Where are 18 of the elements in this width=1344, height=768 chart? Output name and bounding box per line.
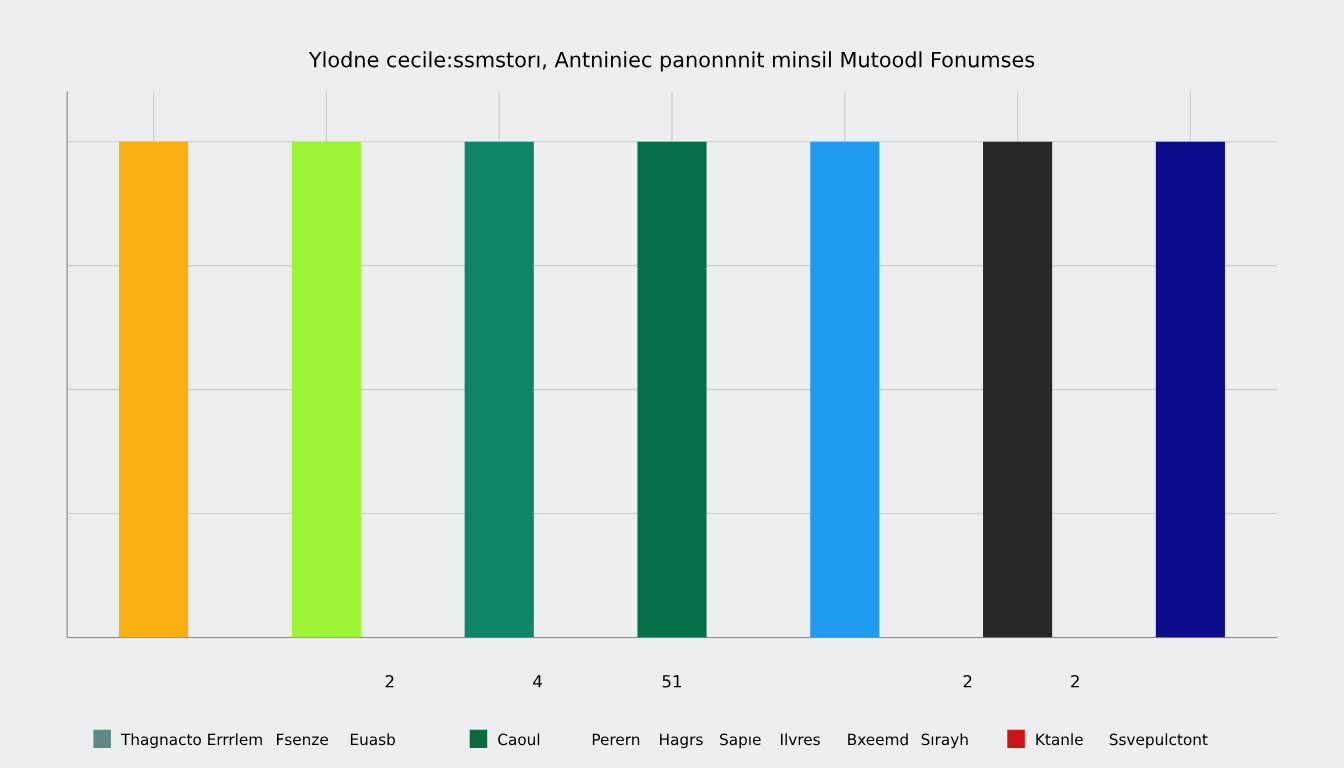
text: Hagrs — [660, 733, 703, 749]
text: Ssvepulctont — [1109, 733, 1208, 749]
text: Sapıe — [720, 733, 761, 749]
text: 2 — [963, 674, 972, 688]
text: Euasb — [350, 733, 395, 746]
text: Ilvres — [781, 733, 820, 746]
chart-title: Ylodne cecile:ssmstorı, Antniniec panonnnit minsil Mutoodl Fonumses — [308, 51, 1035, 72]
text: 51 — [662, 675, 682, 688]
text: Caoul — [498, 733, 540, 746]
text: Thagnacto Errrlem — [120, 733, 262, 749]
text: Bxeemd — [848, 733, 908, 746]
text: 4 — [533, 675, 542, 688]
text: Ktanle — [1036, 733, 1083, 746]
text: 2 — [1071, 674, 1079, 688]
text: Sırayh — [921, 733, 968, 749]
text: Perern — [592, 733, 640, 746]
text: Fsenze — [277, 733, 328, 746]
text: 2 — [385, 674, 394, 688]
